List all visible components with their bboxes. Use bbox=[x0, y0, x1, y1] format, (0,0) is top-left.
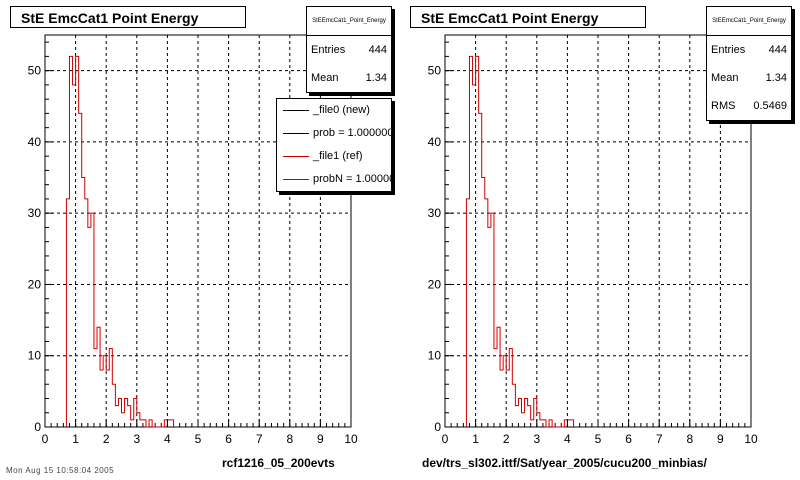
x-tick-label: 7 bbox=[656, 432, 663, 446]
stats-label: RMS bbox=[711, 100, 736, 112]
plot-frame bbox=[44, 34, 352, 428]
stats-value: 444 bbox=[368, 44, 387, 56]
x-tick-label: 6 bbox=[625, 432, 632, 446]
legend-line-black bbox=[283, 133, 309, 134]
y-tick-label: 40 bbox=[428, 135, 442, 149]
legend-item-prob: prob = 1.000000 bbox=[277, 122, 391, 145]
x-tick-label: 5 bbox=[595, 432, 602, 446]
x-tick-label: 6 bbox=[225, 432, 232, 446]
right-stats-mean: Mean 1.34 bbox=[707, 64, 791, 92]
x-tick-label: 2 bbox=[103, 432, 110, 446]
legend-label: prob = 1.000000 bbox=[313, 127, 392, 139]
x-tick-label: 8 bbox=[286, 432, 293, 446]
right-histogram: 0 1 2 3 4 5 6 7 8 9 10 0 10 20 30 40 50 bbox=[428, 34, 758, 446]
legend-line-red bbox=[283, 156, 309, 157]
y-tick-label: 50 bbox=[428, 64, 442, 78]
x-tick-label: 4 bbox=[164, 432, 171, 446]
right-stats-box: StEEmcCat1_Point_Energy Entries 444 Mean… bbox=[706, 6, 792, 121]
y-tick-label: 0 bbox=[434, 420, 441, 434]
left-stats-mean: Mean 1.34 bbox=[307, 64, 391, 92]
left-x-label: rcf1216_05_200evts bbox=[222, 456, 335, 470]
right-stats-rms: RMS 0.5469 bbox=[707, 92, 791, 120]
x-tick-label: 7 bbox=[256, 432, 263, 446]
legend-item-probn: probN = 1.000000 bbox=[277, 168, 391, 191]
y-tick-label: 40 bbox=[28, 135, 42, 149]
x-tick-label: 8 bbox=[686, 432, 693, 446]
y-tick-label: 30 bbox=[28, 206, 42, 220]
right-stats-entries: Entries 444 bbox=[707, 36, 791, 64]
y-tick-label: 50 bbox=[28, 64, 42, 78]
stats-label: Entries bbox=[311, 44, 346, 56]
x-tick-label: 1 bbox=[72, 432, 79, 446]
left-stats-box: StEEmcCat1_Point_Energy Entries 444 Mean… bbox=[306, 6, 392, 93]
legend-item-file1: _file1 (ref) bbox=[277, 145, 391, 168]
x-tick-label: 9 bbox=[317, 432, 324, 446]
x-tick-label: 5 bbox=[195, 432, 202, 446]
x-tick-label: 0 bbox=[42, 432, 49, 446]
x-tick-label: 2 bbox=[503, 432, 510, 446]
stats-label: Mean bbox=[711, 72, 739, 84]
histogram-series bbox=[465, 55, 575, 428]
x-tick-label: 10 bbox=[344, 432, 358, 446]
y-tick-label: 0 bbox=[34, 420, 41, 434]
right-x-label: dev/trs_sl302.ittf/Sat/year_2005/cucu200… bbox=[422, 456, 707, 470]
x-tick-label: 9 bbox=[717, 432, 724, 446]
x-tick-label: 10 bbox=[744, 432, 758, 446]
right-title: StE EmcCat1 Point Energy bbox=[410, 6, 646, 28]
y-tick-label: 20 bbox=[428, 277, 442, 291]
legend-line-red bbox=[283, 179, 309, 180]
y-tick-label: 10 bbox=[28, 349, 42, 363]
stats-value: 1.34 bbox=[765, 72, 787, 84]
x-tick-label: 3 bbox=[533, 432, 540, 446]
legend-label: probN = 1.000000 bbox=[313, 173, 391, 185]
left-stats-entries: Entries 444 bbox=[307, 36, 391, 64]
right-stats-name: StEEmcCat1_Point_Energy bbox=[707, 7, 791, 36]
legend-label: _file1 (ref) bbox=[313, 150, 363, 162]
stats-label: Mean bbox=[311, 72, 339, 84]
x-tick-label: 1 bbox=[472, 432, 479, 446]
stats-label: Entries bbox=[711, 44, 746, 56]
stats-value: 444 bbox=[768, 44, 787, 56]
histogram-series bbox=[65, 55, 175, 428]
legend-label: _file0 (new) bbox=[313, 104, 370, 116]
legend-item-file0: _file0 (new) bbox=[277, 99, 391, 122]
y-tick-label: 10 bbox=[428, 349, 442, 363]
stats-value: 1.34 bbox=[365, 72, 387, 84]
left-stats-name: StEEmcCat1_Point_Energy bbox=[307, 7, 391, 36]
y-tick-label: 20 bbox=[28, 277, 42, 291]
x-tick-label: 4 bbox=[564, 432, 571, 446]
legend-box: _file0 (new) prob = 1.000000 _file1 (ref… bbox=[276, 98, 392, 192]
x-tick-label: 3 bbox=[133, 432, 140, 446]
x-tick-label: 0 bbox=[442, 432, 449, 446]
y-tick-label: 30 bbox=[428, 206, 442, 220]
left-title: StE EmcCat1 Point Energy bbox=[10, 6, 246, 28]
timestamp-note: Mon Aug 15 10:58:04 2005 bbox=[6, 466, 115, 475]
left-histogram: 0 1 2 3 4 5 6 7 8 9 10 0 10 20 30 40 50 bbox=[28, 34, 358, 446]
legend-line-black bbox=[283, 110, 309, 111]
stats-value: 0.5469 bbox=[753, 100, 787, 112]
